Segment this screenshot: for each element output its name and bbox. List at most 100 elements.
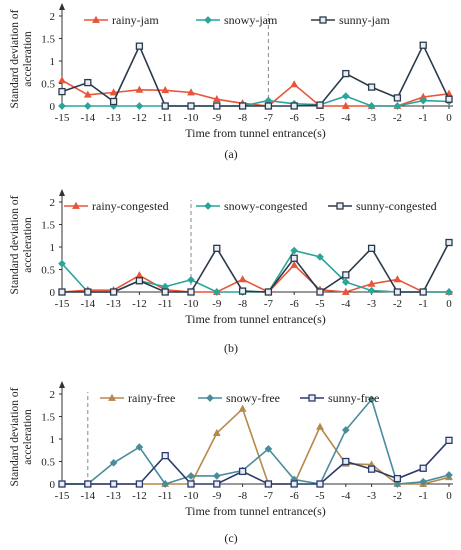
legend-label-sunny-jam: sunny-jam	[339, 13, 390, 27]
data-point-sunny-jam	[445, 95, 453, 103]
data-point-sunny-free	[445, 436, 453, 445]
x-tick-label: -5	[315, 490, 325, 502]
x-tick-label: -6	[290, 490, 300, 502]
y-axis-label-line2: acceleration	[22, 31, 34, 87]
series-sunny-free	[58, 436, 453, 488]
chart-panel-1: 00.511.52-15 -14 -13 -12 -11 -10 -9 -8 -7 -6 -5 -4-…	[9, 3, 453, 161]
data-point-rainy-congested	[238, 275, 247, 283]
data-point-snowy-congested	[367, 286, 376, 295]
data-point-snowy-congested	[316, 253, 324, 261]
data-point-rainy-free	[316, 422, 324, 430]
legend-label-rainy-jam: rainy-jam	[112, 13, 159, 27]
x-tick-label: -2	[393, 112, 402, 124]
data-point-snowy-free	[393, 480, 402, 488]
data-point-sunny-congested	[342, 271, 350, 279]
x-axis-label: Time from tunnel entrance(s)	[185, 126, 326, 140]
x-tick-label: -10	[184, 298, 199, 310]
data-point-sunny-jam	[238, 102, 247, 110]
data-point-snowy-jam	[393, 102, 402, 110]
legend-label-snowy-congested: snowy-congested	[224, 199, 307, 213]
y-tick-label: 0	[50, 479, 56, 491]
data-point-sunny-jam	[187, 102, 195, 110]
x-tick-label: -6	[290, 112, 300, 124]
x-tick-label: -7	[264, 112, 274, 124]
legend-label-snowy-free: snowy-free	[226, 391, 280, 405]
data-point-sunny-jam	[316, 101, 324, 109]
data-point-rainy-jam	[187, 88, 195, 96]
y-axis-arrow	[59, 381, 65, 388]
data-point-snowy-jam	[341, 92, 350, 100]
data-point-sunny-jam	[58, 87, 66, 96]
data-point-sunny-free	[264, 480, 273, 488]
data-point-snowy-free	[341, 426, 350, 434]
x-tick-label: -7	[264, 298, 274, 310]
data-point-snowy-free	[109, 459, 118, 467]
series-rainy-free	[58, 404, 453, 487]
panel-label: (b)	[224, 341, 238, 355]
data-point-sunny-free	[213, 480, 221, 488]
y-tick-label: 1.5	[41, 412, 55, 424]
data-point-sunny-congested	[419, 288, 427, 296]
y-tick-label: 2	[50, 11, 56, 23]
x-tick-label: -12	[132, 298, 147, 310]
x-tick-label: -14	[80, 490, 95, 502]
y-tick-label: 1	[50, 242, 56, 254]
x-tick-label: -2	[393, 490, 402, 502]
data-point-sunny-congested	[238, 287, 247, 295]
series-line-rainy-free	[62, 407, 450, 485]
data-point-sunny-jam	[367, 83, 376, 91]
x-tick-label: -9	[212, 298, 222, 310]
data-point-snowy-free	[445, 471, 453, 479]
x-tick-label: -4	[341, 490, 351, 502]
x-tick-label: -12	[132, 112, 147, 124]
x-tick-label: -14	[80, 298, 95, 310]
data-point-snowy-jam	[83, 102, 92, 110]
data-point-sunny-congested	[161, 288, 169, 296]
legend-swatch-marker	[204, 202, 212, 210]
x-tick-label: -8	[238, 490, 248, 502]
y-tick-label: 1	[50, 434, 56, 446]
data-point-sunny-congested	[445, 238, 453, 247]
data-point-sunny-congested	[84, 288, 92, 296]
y-tick-label: 0.5	[41, 457, 55, 469]
data-point-rainy-jam	[290, 80, 299, 88]
data-point-rainy-jam	[58, 76, 66, 84]
legend-swatch-marker	[319, 16, 327, 24]
data-point-snowy-free	[264, 445, 273, 453]
series-line-rainy-congested	[61, 263, 449, 293]
y-tick-label: 0.5	[41, 79, 55, 91]
x-tick-label: 0	[446, 298, 452, 310]
data-point-sunny-free	[238, 467, 247, 476]
data-point-sunny-jam	[342, 69, 350, 78]
data-point-sunny-jam	[135, 42, 144, 50]
x-tick-label: -11	[158, 112, 172, 124]
series-line-sunny-jam	[61, 43, 450, 107]
data-point-rainy-free	[212, 428, 221, 437]
series-line-rainy-jam	[61, 79, 450, 107]
x-tick-label: -9	[212, 490, 222, 502]
x-tick-label: -15	[55, 112, 70, 124]
legend-label-rainy-free: rainy-free	[128, 391, 175, 405]
x-tick-label: -1	[419, 298, 428, 310]
data-point-sunny-free	[58, 480, 66, 488]
data-point-sunny-jam	[84, 78, 92, 87]
y-axis-arrow	[59, 3, 65, 10]
data-point-rainy-jam	[161, 86, 170, 94]
y-tick-label: 1.5	[41, 220, 55, 232]
x-tick-label: -7	[264, 490, 274, 502]
legend-label-rainy-congested: rainy-congested	[92, 199, 169, 213]
data-point-snowy-congested	[290, 246, 299, 255]
data-point-snowy-free	[187, 472, 195, 480]
data-point-rainy-jam	[83, 90, 92, 98]
y-tick-label: 0	[50, 101, 56, 113]
x-tick-label: -1	[419, 112, 428, 124]
x-tick-label: -5	[315, 112, 325, 124]
panel-label: (a)	[224, 147, 237, 161]
legend-label-sunny-free: sunny-free	[328, 391, 379, 405]
y-axis-label-line2: acceleration	[22, 409, 34, 465]
x-tick-label: -1	[419, 490, 428, 502]
x-tick-label: -3	[367, 298, 377, 310]
x-tick-label: -8	[238, 298, 248, 310]
series-sunny-congested	[58, 238, 453, 296]
data-point-sunny-congested	[213, 244, 221, 253]
